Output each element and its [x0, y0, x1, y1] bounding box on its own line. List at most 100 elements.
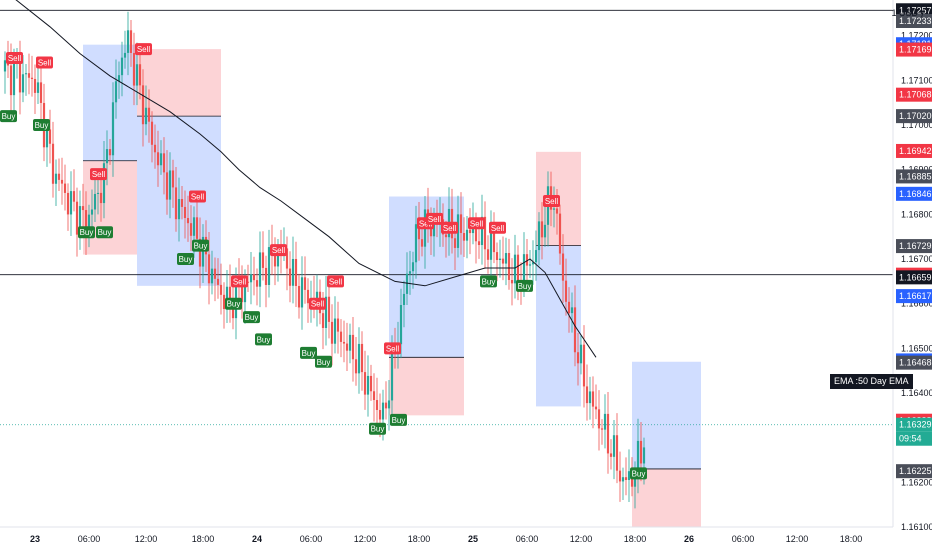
candle-body	[363, 372, 367, 395]
candle-body	[216, 278, 220, 285]
candle-body	[348, 334, 352, 351]
sell-signal: Sell	[543, 194, 560, 207]
sell-signal: Sell	[384, 342, 401, 355]
x-tick-label: 12:00	[570, 534, 593, 544]
signal-badge	[6, 52, 23, 65]
candle-body	[153, 144, 157, 153]
candle-body	[537, 221, 541, 251]
y-tick-label: 1.16700	[901, 254, 932, 264]
candle-body	[183, 206, 187, 219]
signal-badge	[0, 110, 17, 123]
candle-body	[615, 435, 619, 471]
candle-body	[507, 253, 511, 280]
candle-body	[174, 187, 178, 220]
buy-signal: Buy	[177, 253, 194, 266]
candle-body	[285, 248, 289, 269]
signal-badge	[315, 355, 332, 368]
candle-body	[81, 206, 85, 211]
signal-label: Sell	[311, 300, 325, 309]
signal-label: Buy	[2, 112, 16, 121]
signal-label: Buy	[80, 228, 94, 237]
candle-body	[585, 386, 589, 404]
candle-body	[342, 341, 346, 344]
signal-badge	[90, 168, 107, 181]
signal-badge	[489, 221, 506, 234]
signal-badge	[96, 226, 113, 239]
currency-label[interactable]: 1 USD ⟩	[891, 8, 924, 18]
price-tag: 1.16225	[896, 464, 932, 479]
x-tick-label: 18:00	[408, 534, 431, 544]
signal-badge	[369, 422, 386, 435]
price-tag-bg	[896, 239, 932, 254]
price-tag: 1.17233	[896, 13, 932, 28]
signal-badge	[630, 467, 647, 480]
signal-badge	[135, 43, 152, 56]
candle-body	[48, 129, 52, 144]
buy-signal: Buy	[390, 413, 407, 426]
candle-body	[561, 253, 565, 281]
candle-body	[588, 391, 592, 404]
candle-body	[381, 402, 385, 420]
signal-label: Buy	[302, 349, 316, 358]
candle-body	[267, 247, 271, 285]
y-tick-label: 1.16600	[901, 299, 932, 309]
candle-body	[612, 435, 616, 457]
candle-body	[72, 191, 76, 202]
price-tag: 1.17169	[896, 42, 932, 57]
candle-body	[504, 253, 508, 264]
candle-body	[531, 262, 535, 265]
y-tick-label: 1.16800	[901, 209, 932, 219]
candle-body	[474, 222, 478, 242]
signal-badge	[255, 333, 272, 346]
candle-body	[144, 107, 148, 125]
signal-label: Buy	[392, 416, 406, 425]
candle-body	[147, 107, 151, 122]
short-loss-zone	[137, 49, 221, 117]
candle-body	[624, 477, 628, 480]
price-tag-value: 1.17068	[899, 90, 932, 100]
price-tag: 1.16846	[896, 186, 932, 201]
candle-body	[636, 440, 640, 477]
candle-body	[66, 192, 70, 215]
price-tag-bg	[896, 42, 932, 57]
candle-body	[408, 271, 412, 274]
candle-body	[273, 254, 277, 267]
y-tick-label: 1.16500	[901, 343, 932, 353]
signal-label: Sell	[419, 219, 433, 228]
signal-label: Buy	[227, 300, 241, 309]
candle-body	[360, 343, 364, 373]
candle-body	[558, 213, 562, 254]
candle-body	[555, 208, 559, 214]
candle-body	[21, 74, 25, 93]
buy-signal: Buy	[516, 279, 533, 292]
price-tag: 1.17068	[896, 87, 932, 102]
candle-body	[411, 262, 415, 272]
candle-body	[516, 254, 520, 282]
candle-body	[18, 62, 22, 93]
candle-body	[177, 199, 181, 220]
price-tag-value: 1.16885	[899, 171, 932, 181]
candle-body	[570, 307, 574, 314]
candle-body	[405, 273, 409, 294]
price-tag: 1.16659	[896, 270, 932, 285]
candle-body	[510, 279, 514, 284]
buy-signal: Buy	[96, 226, 113, 239]
long-profit-zone	[632, 361, 701, 469]
price-tag-bg	[896, 355, 932, 370]
candle-body	[483, 216, 487, 250]
candle-body	[264, 267, 268, 285]
price-tag-bg	[896, 13, 932, 28]
candle-body	[291, 259, 295, 286]
signal-badge	[225, 297, 242, 310]
candle-body	[141, 85, 145, 125]
signal-badge	[390, 413, 407, 426]
candle-body	[108, 149, 112, 156]
signal-badge	[189, 190, 206, 203]
candle-body	[156, 152, 160, 166]
candle-body	[87, 214, 91, 235]
candle-body	[600, 428, 604, 430]
candle-body	[552, 208, 556, 210]
candle-body	[252, 274, 256, 281]
